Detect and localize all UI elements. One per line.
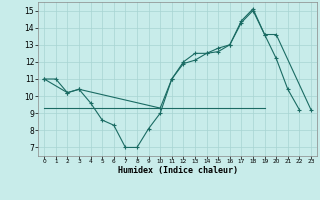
X-axis label: Humidex (Indice chaleur): Humidex (Indice chaleur) (118, 166, 238, 175)
